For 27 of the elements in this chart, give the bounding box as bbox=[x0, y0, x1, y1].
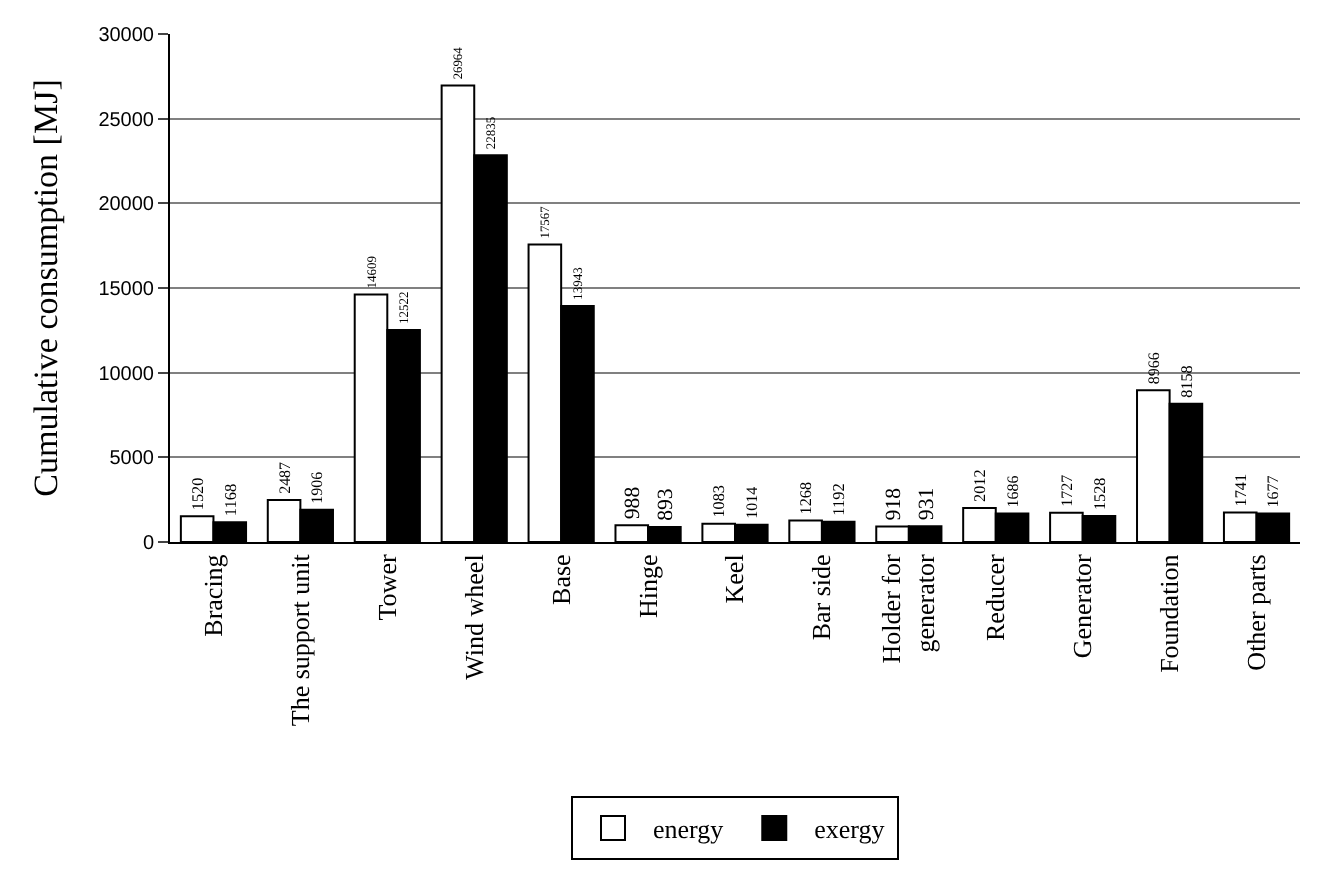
y-tick-label: 0 bbox=[142, 533, 155, 555]
x-tick-label: Wind wheel bbox=[458, 553, 489, 680]
data-label: 988 bbox=[621, 485, 646, 520]
x-tick-label: Bar side bbox=[806, 553, 837, 641]
data-label: 918 bbox=[882, 486, 907, 521]
x-tick-label: Bracing bbox=[197, 553, 228, 637]
legend-label: exergy bbox=[814, 814, 886, 845]
y-tick-label: 25000 bbox=[98, 109, 155, 132]
x-tick-label: Tower bbox=[371, 553, 402, 621]
y-axis-title: Cumulative consumption [MJ] bbox=[27, 79, 66, 497]
x-tick-label: Base bbox=[545, 553, 576, 605]
x-tick-label: Hinge bbox=[632, 553, 663, 618]
y-tick-label: 30000 bbox=[98, 25, 155, 47]
x-tick-label: Holder for generator bbox=[876, 553, 941, 664]
data-label: 893 bbox=[653, 488, 678, 521]
x-tick-label: Keel bbox=[719, 553, 750, 604]
x-tick-label: Foundation bbox=[1154, 553, 1185, 673]
legend-label: energy bbox=[653, 814, 725, 845]
x-tick-label: The support unit bbox=[284, 553, 315, 727]
y-tick-label: 15000 bbox=[98, 279, 155, 301]
x-tick-label: Reducer bbox=[980, 553, 1011, 642]
data-label: 931 bbox=[914, 487, 939, 521]
y-tick-label: 10000 bbox=[98, 363, 155, 386]
x-tick-label: Generator bbox=[1067, 553, 1098, 659]
x-tick-label: Other parts bbox=[1240, 554, 1271, 671]
y-tick-label: 20000 bbox=[98, 194, 155, 217]
y-tick-label: 5000 bbox=[109, 448, 155, 471]
